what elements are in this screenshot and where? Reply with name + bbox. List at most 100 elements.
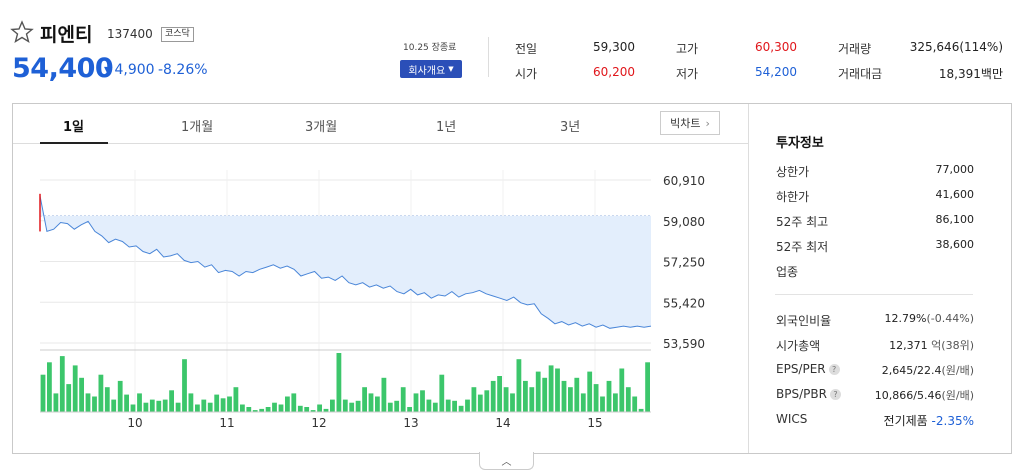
wics-change: -2.35% — [931, 414, 974, 428]
active-tab-underline — [40, 142, 108, 144]
volume-bar — [130, 404, 136, 412]
volume-bar — [72, 365, 78, 412]
volume-bar — [349, 402, 355, 412]
volume-bar — [535, 371, 541, 412]
lower-limit-value: 41,600 — [935, 188, 975, 201]
collapse-toggle-button[interactable]: ︿ — [479, 452, 534, 470]
invest-info-title: 투자정보 — [776, 136, 824, 151]
volume-bar — [523, 380, 528, 412]
down-triangle-icon: ▼ — [104, 64, 113, 77]
tab-1month[interactable]: 1개월 — [181, 120, 214, 135]
eps-per: 2,645/22.4 — [881, 364, 942, 377]
dropdown-arrow-icon: ▼ — [448, 65, 454, 73]
volume-bar — [362, 387, 367, 412]
volume-bar — [98, 374, 104, 412]
lower-limit-label: 하한가 — [776, 190, 810, 204]
volume-bar — [445, 399, 451, 412]
foreign-ratio-value: 12.79%(-0.44%) — [850, 312, 974, 325]
volume-bar — [490, 380, 496, 412]
volume-bar — [137, 393, 142, 412]
low52-label: 52주 최저 — [776, 240, 829, 254]
chevron-right-icon: › — [705, 116, 710, 130]
volume-bar — [548, 365, 554, 412]
volume-bar — [375, 396, 380, 412]
open-value: 60,200 — [593, 65, 635, 79]
volume-bar — [66, 384, 72, 412]
volume-bar — [342, 399, 348, 412]
volume-bar — [394, 400, 400, 412]
high-label: 고가 — [676, 42, 699, 56]
bps-pbr-label: BPS/PBR? — [776, 387, 841, 401]
volume-bar — [542, 377, 548, 412]
volume-bar — [53, 393, 59, 412]
volume-bar — [278, 404, 284, 412]
tab-1day[interactable]: 1일 — [63, 120, 85, 135]
volume-bar — [619, 368, 625, 412]
volume-bar — [600, 396, 605, 412]
volume-bar — [510, 393, 515, 412]
price-change: ▼ 4,900 — [104, 62, 155, 78]
favorite-star-icon[interactable] — [10, 20, 34, 44]
volume-bar — [149, 399, 155, 412]
help-icon[interactable]: ? — [828, 364, 840, 375]
open-label: 시가 — [515, 67, 538, 81]
company-overview-button[interactable]: 회사개요 ▼ — [400, 60, 462, 78]
x-tick-label: 13 — [403, 416, 418, 430]
volume-bar — [561, 380, 567, 412]
price-line — [39, 195, 652, 329]
x-tick-label: 15 — [587, 416, 602, 430]
volume-bar — [246, 407, 252, 412]
help-icon[interactable]: ? — [829, 389, 841, 400]
upper-limit-label: 상한가 — [776, 165, 810, 179]
market-cap: 12,371 — [889, 339, 928, 352]
volume-bar — [111, 399, 117, 412]
invest-info-panel — [748, 104, 1011, 453]
volume-bar — [593, 384, 599, 412]
volume-bar — [233, 387, 239, 412]
volume-bar — [252, 410, 258, 412]
market-close-time: 10.25 장종료 — [403, 43, 457, 53]
volume-bar — [40, 374, 46, 412]
x-tick-label: 12 — [311, 416, 326, 430]
tab-3month[interactable]: 3개월 — [305, 120, 338, 135]
volume-bar — [613, 393, 618, 412]
info-divider — [775, 294, 973, 295]
volume-bar — [574, 377, 580, 412]
volume-bar — [201, 399, 207, 412]
foreign-ratio: 12.79% — [884, 312, 927, 325]
tab-1year[interactable]: 1년 — [436, 120, 457, 135]
chevron-up-icon: ︿ — [501, 457, 512, 468]
amount-number: 18,391 — [938, 67, 981, 81]
volume-bar — [285, 396, 290, 412]
y-tick-label: 53,590 — [663, 337, 705, 351]
foreign-ratio-label: 외국인비율 — [776, 314, 832, 328]
stock-code: 137400 — [107, 27, 153, 41]
prev-close-value: 59,300 — [593, 40, 635, 54]
volume-bar — [587, 371, 593, 412]
period-tabs: 1일 1개월 3개월 1년 3년 — [13, 104, 748, 144]
volume-bar — [529, 387, 535, 412]
volume-bar — [413, 393, 419, 412]
prev-close-label: 전일 — [515, 42, 538, 56]
volume-bar — [555, 368, 560, 412]
volume-bar — [143, 402, 149, 412]
low-label: 저가 — [676, 67, 699, 81]
volume-bar — [92, 396, 97, 412]
price-chart[interactable]: 60,910 59,080 57,250 55,420 53,590 10 11 12 13 14… — [13, 145, 748, 451]
x-tick-label: 11 — [219, 416, 234, 430]
big-chart-button[interactable]: 빅차트 › — [660, 111, 720, 135]
wics-sector[interactable]: 전기제품 — [883, 414, 928, 428]
market-badge: 코스닥 — [161, 27, 194, 42]
volume-bar — [240, 404, 245, 412]
high52-value: 86,100 — [935, 213, 975, 226]
volume-bar — [59, 356, 65, 412]
tab-3year[interactable]: 3년 — [560, 120, 581, 135]
volume-bar — [407, 407, 412, 412]
price-area-fill — [40, 195, 651, 329]
volume-bar — [304, 407, 310, 412]
volume-bar — [323, 408, 329, 412]
x-tick-label: 10 — [127, 416, 142, 430]
volume-bar — [625, 387, 631, 412]
volume-bar — [452, 400, 457, 412]
volume-bar — [79, 377, 84, 412]
